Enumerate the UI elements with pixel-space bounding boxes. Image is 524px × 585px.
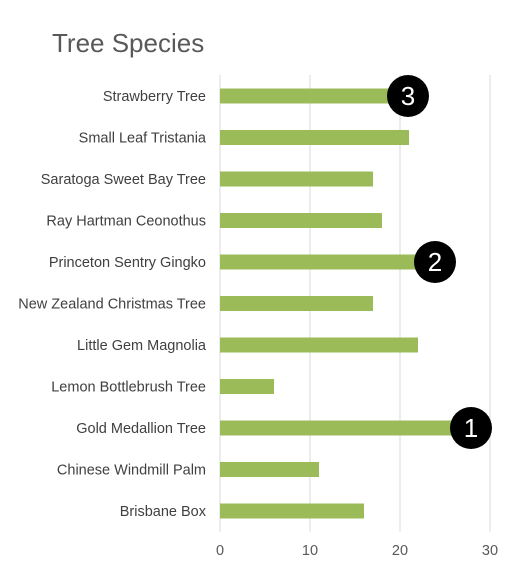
x-tick-label: 10 [302,543,318,559]
bar [220,296,373,311]
category-label: Lemon Bottlebrush Tree [51,380,206,396]
bar [220,420,472,436]
category-label: New Zealand Christmas Tree [18,297,206,313]
annotation-circle [450,407,492,449]
bar [220,503,364,519]
category-label: Strawberry Tree [103,89,206,105]
bar [220,88,409,104]
bar [220,462,319,477]
category-label: Princeton Sentry Gingko [49,255,206,271]
bar [220,254,436,270]
annotations: 3 2 1 [387,75,492,449]
bar [220,379,274,394]
bars [220,88,472,519]
annotation-label: 1 [464,413,478,443]
bar [220,130,409,145]
category-label: Ray Hartman Ceonothus [46,214,206,230]
bar [220,213,382,228]
category-label: Gold Medallion Tree [76,421,206,437]
annotation-badge: 3 [387,75,429,117]
category-label: Little Gem Magnolia [77,338,207,354]
x-axis-ticks: 0 10 20 30 [216,543,498,559]
annotation-circle [387,75,429,117]
annotation-circle [414,241,456,283]
x-tick-label: 0 [216,543,224,559]
annotation-badge: 2 [414,241,456,283]
category-label: Chinese Windmill Palm [57,463,206,479]
bar [220,337,418,353]
category-labels: Strawberry Tree Small Leaf Tristania Sarat… [18,89,207,520]
category-label: Saratoga Sweet Bay Tree [41,172,206,188]
chart-title: Tree Species [52,28,205,58]
annotation-label: 3 [401,81,415,111]
category-label: Brisbane Box [120,504,207,520]
x-tick-label: 20 [392,543,408,559]
x-tick-label: 30 [482,543,498,559]
category-label: Small Leaf Tristania [79,131,207,147]
annotation-label: 2 [428,247,442,277]
bar [220,171,373,187]
annotation-badge: 1 [450,407,492,449]
